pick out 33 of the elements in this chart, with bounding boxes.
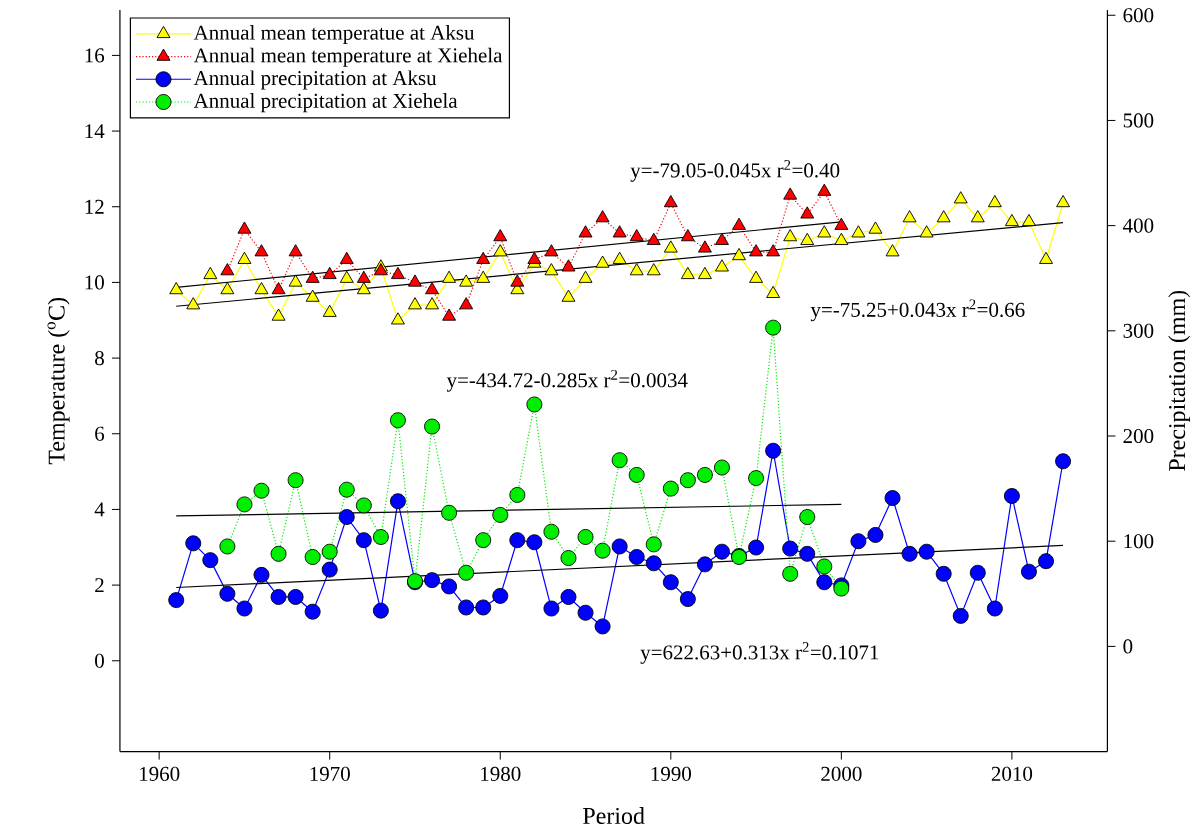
annotation: y=-434.72-0.285x r$^{2}$=0.0034	[446, 369, 688, 392]
legend-label: Annual precipitation at Xiehela	[193, 93, 458, 113]
x-tick-label: 1990	[651, 766, 691, 781]
y-tick-label: 10	[85, 275, 104, 290]
x-tick-label: 1970	[310, 766, 350, 781]
y-tick-label: 16	[85, 48, 105, 63]
legend-label: Annual mean temperatue at Aksu	[193, 25, 475, 45]
y2-tick-label: 600	[1123, 8, 1154, 23]
y-tick-label: 14	[85, 124, 105, 138]
y-tick-label: 8	[95, 351, 104, 366]
y2-axis-title: Precipitation (mm)	[1168, 290, 1191, 472]
y2-tick-label: 200	[1123, 428, 1154, 444]
y-tick-label: 6	[95, 426, 105, 441]
y2-tick-label: 300	[1123, 323, 1154, 338]
y-tick-label: 2	[95, 578, 104, 593]
y-axis-title: Temperature ($^{o}$C)	[47, 297, 70, 465]
annotation: y=622.63+0.313x r$^{2}$=0.1071	[640, 642, 879, 664]
y2-tick-label: 400	[1123, 218, 1154, 233]
x-tick-label: 1960	[140, 766, 180, 781]
legend-label: Annual mean temperature at Xiehela	[193, 47, 503, 67]
x-axis-title: Period	[583, 807, 645, 825]
y-tick-label: 12	[85, 199, 104, 214]
y2-tick-label: 100	[1124, 534, 1154, 549]
annotation: y=-75.25+0.043x r$^{2}$=0.66	[810, 299, 1025, 322]
annotation: y=-79.05-0.045x r$^{2}$=0.40	[630, 160, 840, 182]
x-tick-label: 1980	[481, 766, 521, 781]
x-tick-label: 2010	[991, 766, 1033, 781]
y-tick-label: 4	[94, 502, 105, 517]
x-tick-label: 2000	[821, 766, 862, 781]
y2-tick-label: 500	[1123, 113, 1154, 128]
legend-label: Annual precipitation at Aksu	[193, 70, 437, 90]
y-tick-label: 0	[95, 653, 104, 668]
y2-tick-label: 0	[1123, 639, 1133, 654]
